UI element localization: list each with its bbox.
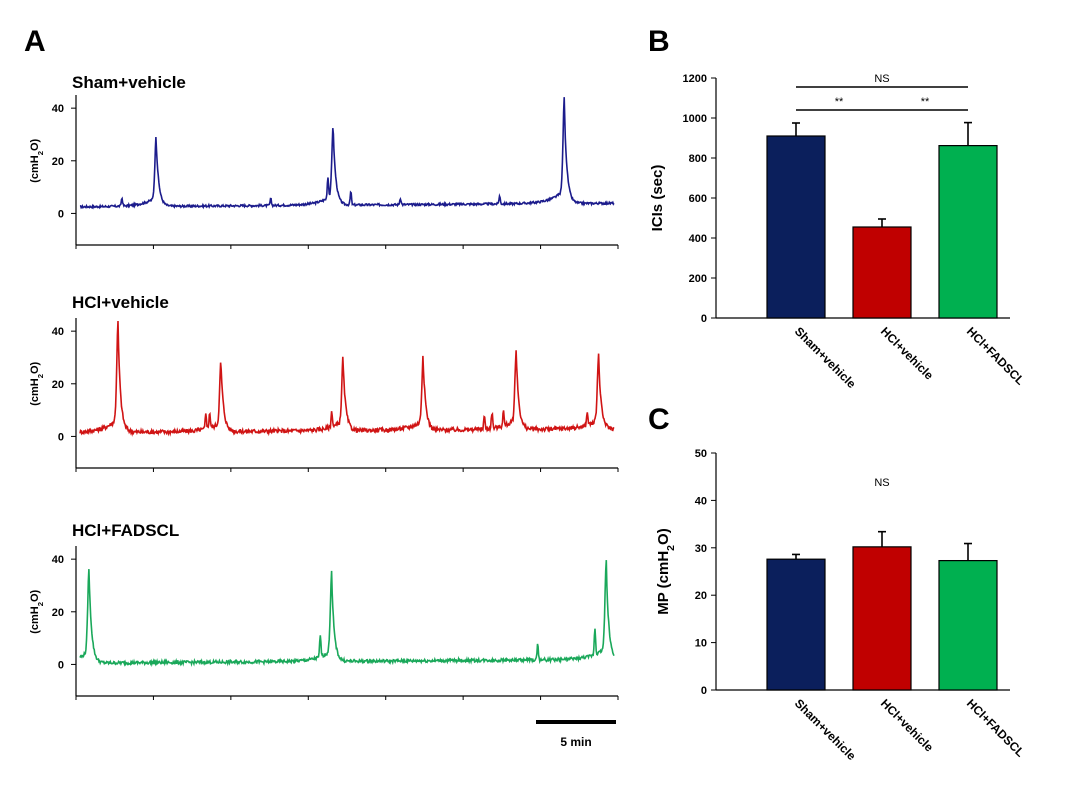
y-axis-label: MP (cmH2O) xyxy=(655,528,677,614)
panel-label-b: B xyxy=(648,25,670,58)
panel-label-a: A xyxy=(24,25,46,58)
y-tick-label: 0 xyxy=(701,685,707,697)
y-tick-label: 0 xyxy=(701,313,707,325)
time-scale-bar: 5 min xyxy=(536,720,616,749)
y-tick-label: 600 xyxy=(689,193,707,205)
y-tick-label: 20 xyxy=(52,379,64,391)
y-tick-label: 40 xyxy=(695,495,707,507)
y-tick-label: 1200 xyxy=(683,73,707,85)
trace-hcl-fadscl: HCl+FADSCL 0 20 40 (cmH2O) xyxy=(29,521,619,700)
y-axis-label: (cmH2O) xyxy=(29,589,45,633)
y-tick-label: 200 xyxy=(689,273,707,285)
x-tick-label: Sham+vehicle xyxy=(792,696,859,763)
bar xyxy=(938,145,998,319)
y-axis-label: (cmH2O) xyxy=(29,138,45,182)
y-axis-label: ICIs (sec) xyxy=(649,165,666,232)
y-tick-label: 50 xyxy=(695,448,707,460)
x-tick-label: Sham+vehicle xyxy=(792,324,859,391)
significance-label: ** xyxy=(921,96,930,108)
significance-label: ** xyxy=(835,96,844,108)
bar xyxy=(766,558,826,691)
y-tick-label: 1000 xyxy=(683,113,707,125)
y-tick-label: 40 xyxy=(52,103,64,115)
y-tick-label: 0 xyxy=(58,208,64,220)
x-tick-label: HCl+FADSCL xyxy=(964,324,1027,387)
significance-label: NS xyxy=(874,477,889,489)
trace-title: HCl+FADSCL xyxy=(72,521,179,540)
significance-label: NS xyxy=(874,73,889,85)
trace-title: Sham+vehicle xyxy=(72,73,186,92)
x-tick-label: HCl+vehicle xyxy=(878,696,936,754)
y-tick-label: 0 xyxy=(58,431,64,443)
y-tick-label: 40 xyxy=(52,326,64,338)
bar xyxy=(938,559,998,691)
trace-line xyxy=(79,320,615,437)
trace-line xyxy=(79,560,615,668)
x-tick-label: HCl+FADSCL xyxy=(964,696,1027,759)
bar xyxy=(852,226,912,319)
y-tick-label: 30 xyxy=(695,543,707,555)
y-tick-label: 400 xyxy=(689,233,707,245)
trace-title: HCl+vehicle xyxy=(72,293,169,312)
trace-sham-vehicle: Sham+vehicle 0 20 40 (cmH2O) xyxy=(29,73,619,249)
y-tick-label: 10 xyxy=(695,638,707,650)
bar-chart-icis: 0 200 400 600 800 1000 1200 ICIs (sec) Sham+vehi… xyxy=(649,73,1027,391)
scale-bar-label: 5 min xyxy=(560,735,591,749)
y-tick-label: 20 xyxy=(52,156,64,168)
bar xyxy=(852,546,912,691)
y-tick-label: 20 xyxy=(52,607,64,619)
x-tick-label: HCl+vehicle xyxy=(878,324,936,382)
trace-hcl-vehicle: HCl+vehicle 0 20 40 (cmH2O) xyxy=(29,293,619,472)
y-tick-label: 800 xyxy=(689,153,707,165)
y-tick-label: 40 xyxy=(52,554,64,566)
y-axis-label: (cmH2O) xyxy=(29,361,45,405)
trace-line xyxy=(79,97,615,210)
bar xyxy=(766,135,826,319)
y-tick-label: 20 xyxy=(695,590,707,602)
panel-label-c: C xyxy=(648,403,670,436)
y-tick-label: 0 xyxy=(58,659,64,671)
bar-chart-mp: 0 10 20 30 40 50 MP (cmH2O) Sham+vehicle HCl+veh… xyxy=(655,448,1027,763)
